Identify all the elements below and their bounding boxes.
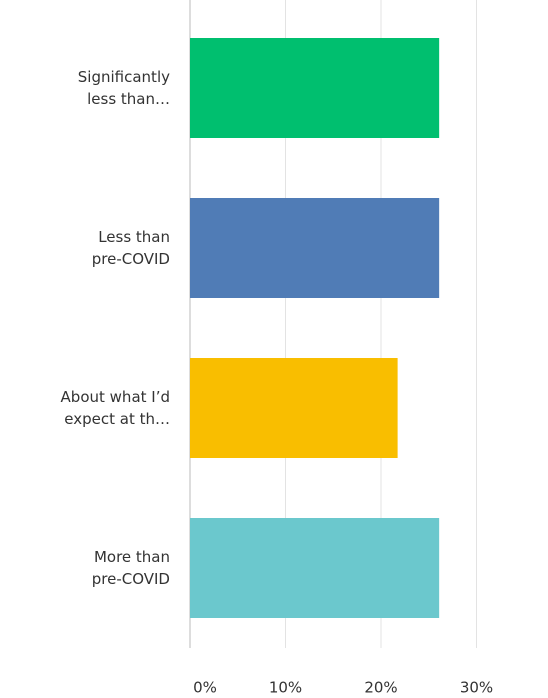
bar [190,38,440,138]
category-label: About what I’d expect at th… [61,388,170,428]
category-label: Less than pre-COVID [92,228,170,268]
x-tick-label: 10% [269,679,302,697]
x-tick-label: 30% [460,679,493,697]
category-label: More than pre-COVID [92,548,170,588]
category-label: Significantly less than… [78,68,170,108]
x-tick-label: 0% [193,679,217,697]
bar [190,358,398,458]
x-tick-label: 20% [364,679,397,697]
bar [190,198,440,298]
bar [190,518,440,618]
